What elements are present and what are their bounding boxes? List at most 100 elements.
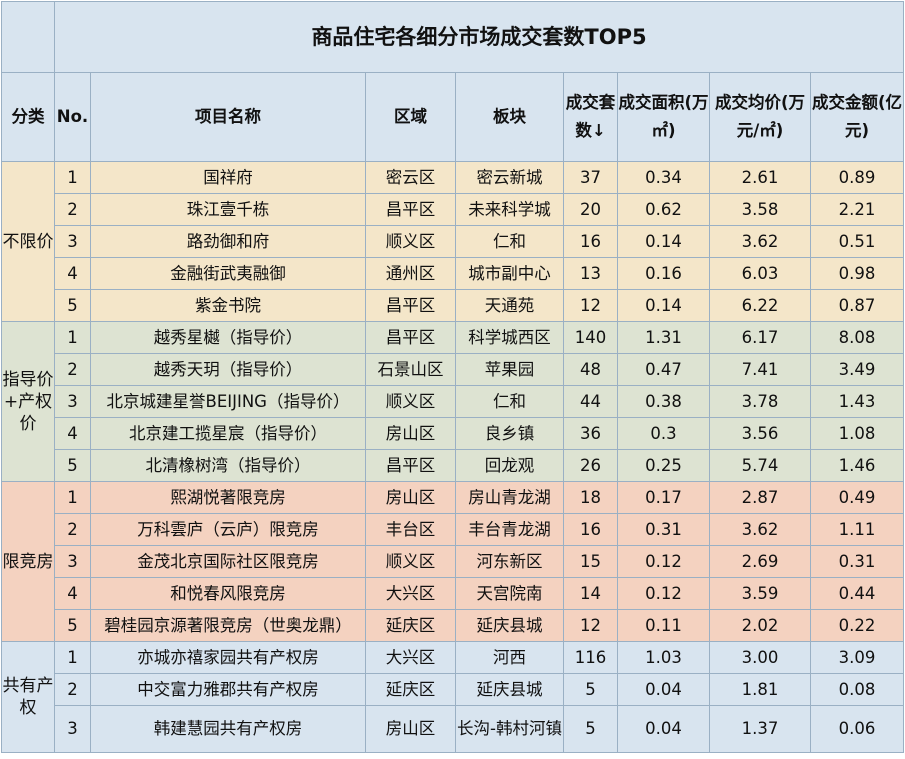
district-cell: 丰台区	[365, 513, 456, 546]
units-cell: 20	[563, 193, 618, 226]
header-category: 分类	[1, 72, 55, 162]
header-block: 板块	[455, 72, 564, 162]
block-cell: 回龙观	[455, 449, 564, 482]
avg-price-cell: 1.37	[709, 705, 811, 753]
district-cell: 昌平区	[365, 289, 456, 322]
area-cell: 0.47	[617, 353, 710, 386]
group-label: 不限价	[1, 161, 55, 322]
project-name-cell: 北京城建星誉BEIJING（指导价）	[90, 385, 366, 418]
row-no-cell: 2	[54, 353, 91, 386]
block-cell: 丰台青龙湖	[455, 513, 564, 546]
area-cell: 0.14	[617, 289, 710, 322]
header-area: 成交面积(万㎡)	[617, 72, 710, 162]
amount-cell: 0.06	[809, 705, 905, 753]
table-row: 2 万科雲庐（云庐）限竞房 丰台区 丰台青龙湖 16 0.31 3.62 1.11	[2, 513, 905, 546]
units-cell: 140	[563, 321, 618, 354]
project-name-cell: 亦城亦禧家园共有产权房	[90, 641, 366, 674]
units-cell: 37	[563, 161, 618, 194]
amount-cell: 0.89	[809, 161, 905, 194]
avg-price-cell: 2.69	[709, 545, 811, 578]
row-no-cell: 5	[54, 449, 91, 482]
area-cell: 0.04	[617, 673, 710, 706]
amount-cell: 0.22	[809, 609, 905, 642]
area-cell: 0.14	[617, 225, 710, 258]
project-name-cell: 路劲御和府	[90, 225, 366, 258]
area-cell: 1.31	[617, 321, 710, 354]
project-name-cell: 北清橡树湾（指导价）	[90, 449, 366, 482]
row-no-cell: 1	[54, 481, 91, 514]
row-no-cell: 1	[54, 321, 91, 354]
avg-price-cell: 3.59	[709, 577, 811, 610]
avg-price-cell: 3.62	[709, 225, 811, 258]
project-name-cell: 越秀天玥（指导价）	[90, 353, 366, 386]
project-name-cell: 国祥府	[90, 161, 366, 194]
project-name-cell: 中交富力雅郡共有产权房	[90, 673, 366, 706]
row-no-cell: 4	[54, 417, 91, 450]
avg-price-cell: 6.22	[709, 289, 811, 322]
row-no-cell: 1	[54, 641, 91, 674]
amount-cell: 0.08	[809, 673, 905, 706]
avg-price-cell: 6.03	[709, 257, 811, 290]
district-cell: 顺义区	[365, 385, 456, 418]
table-row: 3 金茂北京国际社区限竞房 顺义区 河东新区 15 0.12 2.69 0.31	[2, 545, 905, 578]
group-label: 限竞房	[1, 481, 55, 642]
project-name-cell: 金融街武夷融御	[90, 257, 366, 290]
row-no-cell: 2	[54, 193, 91, 226]
header-amount: 成交金额(亿元)	[809, 72, 905, 162]
block-cell: 河西	[455, 641, 564, 674]
avg-price-cell: 2.61	[709, 161, 811, 194]
table-row: 共有产权 1 亦城亦禧家园共有产权房 大兴区 河西 116 1.03 3.00 3.09	[1, 641, 905, 753]
block-cell: 天宫院南	[455, 577, 564, 610]
avg-price-cell: 3.00	[709, 641, 811, 674]
corner-cell	[1, 1, 55, 73]
area-cell: 0.38	[617, 385, 710, 418]
block-cell: 延庆县城	[455, 609, 564, 642]
units-cell: 12	[563, 289, 618, 322]
district-cell: 大兴区	[365, 641, 456, 674]
block-cell: 科学城西区	[455, 321, 564, 354]
units-cell: 116	[563, 641, 618, 674]
units-cell: 16	[563, 513, 618, 546]
table-title: 商品住宅各细分市场成交套数TOP5	[53, 1, 905, 73]
block-cell: 未来科学城	[455, 193, 564, 226]
avg-price-cell: 3.78	[709, 385, 811, 418]
group-label: 共有产权	[1, 641, 55, 753]
project-name-cell: 万科雲庐（云庐）限竞房	[90, 513, 366, 546]
area-cell: 0.16	[617, 257, 710, 290]
table-row: 3 路劲御和府 顺义区 仁和 16 0.14 3.62 0.51	[2, 225, 905, 258]
district-cell: 昌平区	[365, 321, 456, 354]
row-no-cell: 3	[54, 225, 91, 258]
project-name-cell: 北京建工揽星宸（指导价）	[90, 417, 366, 450]
district-cell: 延庆区	[365, 609, 456, 642]
units-cell: 14	[563, 577, 618, 610]
block-cell: 仁和	[455, 385, 564, 418]
project-name-cell: 越秀星樾（指导价）	[90, 321, 366, 354]
district-cell: 昌平区	[365, 449, 456, 482]
units-cell: 15	[563, 545, 618, 578]
header-project: 项目名称	[90, 72, 366, 162]
area-cell: 0.11	[617, 609, 710, 642]
area-cell: 0.12	[617, 545, 710, 578]
block-cell: 仁和	[455, 225, 564, 258]
project-name-cell: 珠江壹千栋	[90, 193, 366, 226]
project-name-cell: 金茂北京国际社区限竞房	[90, 545, 366, 578]
units-cell: 16	[563, 225, 618, 258]
amount-cell: 0.44	[809, 577, 905, 610]
row-no-cell: 1	[54, 161, 91, 194]
district-cell: 延庆区	[365, 673, 456, 706]
amount-cell: 3.49	[809, 353, 905, 386]
area-cell: 0.31	[617, 513, 710, 546]
district-cell: 房山区	[365, 705, 456, 753]
row-no-cell: 4	[54, 577, 91, 610]
header-no: No.	[54, 72, 91, 162]
amount-cell: 1.46	[809, 449, 905, 482]
district-cell: 通州区	[365, 257, 456, 290]
header-avg-price: 成交均价(万元/㎡)	[709, 72, 811, 162]
district-cell: 密云区	[365, 161, 456, 194]
block-cell: 天通苑	[455, 289, 564, 322]
amount-cell: 3.09	[809, 641, 905, 674]
header-units[interactable]: 成交套数↓	[563, 72, 618, 162]
row-no-cell: 3	[54, 705, 91, 753]
avg-price-cell: 7.41	[709, 353, 811, 386]
